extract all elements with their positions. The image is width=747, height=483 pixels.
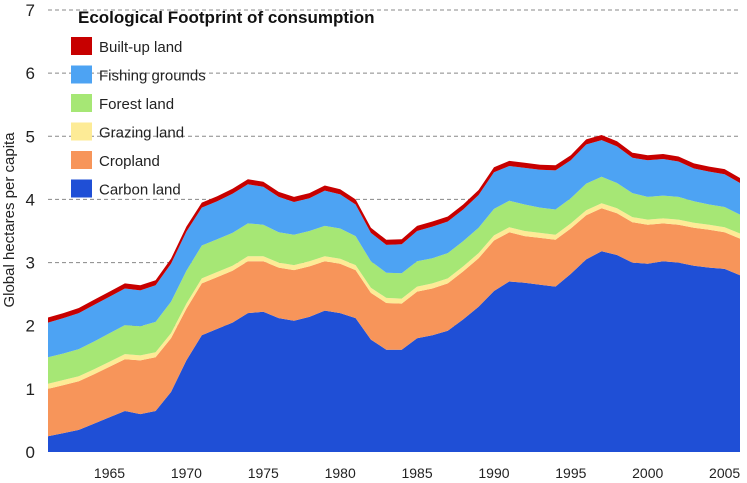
x-tick-label: 1970 bbox=[171, 465, 202, 481]
legend-label: Cropland bbox=[99, 153, 160, 170]
area-grazing-land bbox=[48, 203, 740, 389]
area-forest-land bbox=[48, 176, 740, 384]
y-tick-label: 1 bbox=[26, 380, 35, 399]
area-cropland bbox=[48, 208, 740, 437]
legend-label: Fishing grounds bbox=[99, 68, 206, 85]
legend-label: Grazing land bbox=[99, 125, 184, 142]
legend-label: Built-up land bbox=[99, 39, 182, 56]
y-tick-label: 4 bbox=[26, 190, 35, 209]
x-tick-label: 1985 bbox=[401, 465, 432, 481]
x-tick-label: 2000 bbox=[632, 465, 663, 481]
chart-title: Ecological Footprint of consumption bbox=[78, 8, 375, 27]
y-tick-label: 3 bbox=[26, 254, 35, 273]
stacked-areas bbox=[48, 135, 740, 452]
legend-swatch bbox=[71, 65, 92, 84]
x-tick-label: 1990 bbox=[478, 465, 509, 481]
y-axis-label: Global hectares per capita bbox=[1, 132, 18, 308]
legend-swatch bbox=[71, 94, 92, 112]
x-tick-label: 1995 bbox=[555, 465, 586, 481]
legend-swatch bbox=[71, 151, 92, 169]
y-tick-label: 6 bbox=[26, 64, 35, 83]
legend-label: Forest land bbox=[99, 96, 174, 113]
legend: Built-up land Fishing grounds Forest land G… bbox=[71, 37, 206, 199]
x-tick-label: 1965 bbox=[94, 465, 125, 481]
x-axis-ticks: 1965 1970 1975 1980 1985 1990 1995 2000 2005 bbox=[94, 465, 740, 481]
legend-swatch bbox=[71, 179, 92, 198]
legend-label: Carbon land bbox=[99, 182, 181, 199]
x-tick-label: 1975 bbox=[248, 465, 279, 481]
y-axis-ticks: 0 1 2 3 4 5 6 7 bbox=[26, 1, 35, 462]
y-tick-label: 7 bbox=[26, 1, 35, 20]
legend-swatch bbox=[71, 122, 92, 141]
area-fishing-grounds bbox=[48, 140, 740, 358]
area-carbon-land bbox=[48, 251, 740, 452]
y-tick-label: 5 bbox=[26, 127, 35, 146]
x-tick-label: 1980 bbox=[325, 465, 356, 481]
x-tick-label: 2005 bbox=[709, 465, 740, 481]
area-built-up-land bbox=[48, 135, 740, 323]
y-tick-label: 2 bbox=[26, 317, 35, 336]
legend-swatch bbox=[71, 37, 92, 55]
y-tick-label: 0 bbox=[26, 443, 35, 462]
